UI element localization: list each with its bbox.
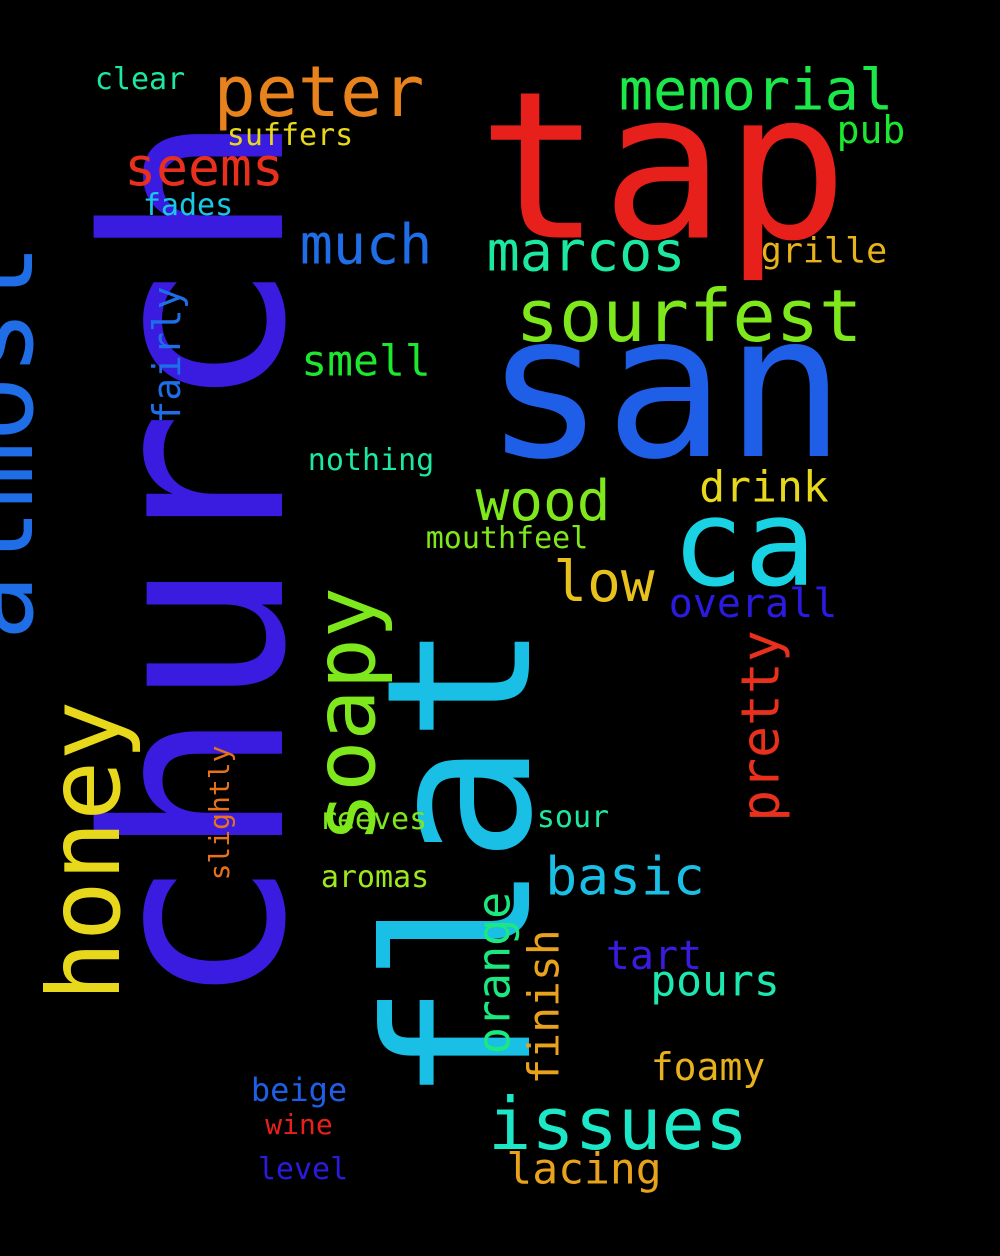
word-issues: issues	[487, 1082, 749, 1166]
word-seems: seems	[124, 137, 284, 199]
word-grille: grille	[760, 231, 888, 272]
word-overall: overall	[668, 581, 838, 627]
word-pours: pours	[650, 956, 780, 1007]
word-fairly: fairly	[145, 286, 189, 424]
word-almost: almost	[0, 243, 58, 641]
word-level: level	[257, 1152, 349, 1187]
word-drink: drink	[699, 462, 829, 513]
word-wood: wood	[475, 469, 611, 534]
word-peter: peter	[213, 51, 425, 133]
word-tart: tart	[605, 933, 703, 979]
word-beige: beige	[250, 1071, 348, 1109]
word-nothing: nothing	[307, 443, 435, 478]
word-aromas: aromas	[320, 860, 430, 895]
word-honey: honey	[26, 700, 143, 1002]
word-clear: clear	[94, 62, 186, 97]
word-ca: ca	[671, 475, 817, 614]
word-sourfest: sourfest	[515, 274, 863, 358]
word-fades: fades	[142, 188, 234, 223]
word-suffers: suffers	[226, 118, 354, 153]
word-tap: tap	[477, 48, 849, 287]
word-basic: basic	[545, 846, 705, 908]
word-san: san	[484, 271, 846, 504]
word-pub: pub	[836, 108, 906, 152]
word-much: much	[299, 212, 433, 277]
word-smell: smell	[301, 336, 431, 387]
word-pretty: pretty	[730, 630, 792, 822]
word-finish: finish	[519, 929, 570, 1085]
word-marcos: marcos	[486, 219, 686, 284]
word-memorial: memorial	[618, 57, 894, 124]
word-reeves: reeves	[318, 802, 428, 837]
word-wine: wine	[265, 1108, 333, 1141]
word-orange: orange	[467, 891, 521, 1055]
word-lacing: lacing	[506, 1144, 662, 1195]
word-sour: sour	[536, 800, 610, 835]
word-mouthfeel: mouthfeel	[425, 521, 589, 556]
word-low: low	[553, 550, 655, 615]
word-foamy: foamy	[650, 1045, 766, 1089]
word-slightly: slightly	[203, 745, 236, 881]
